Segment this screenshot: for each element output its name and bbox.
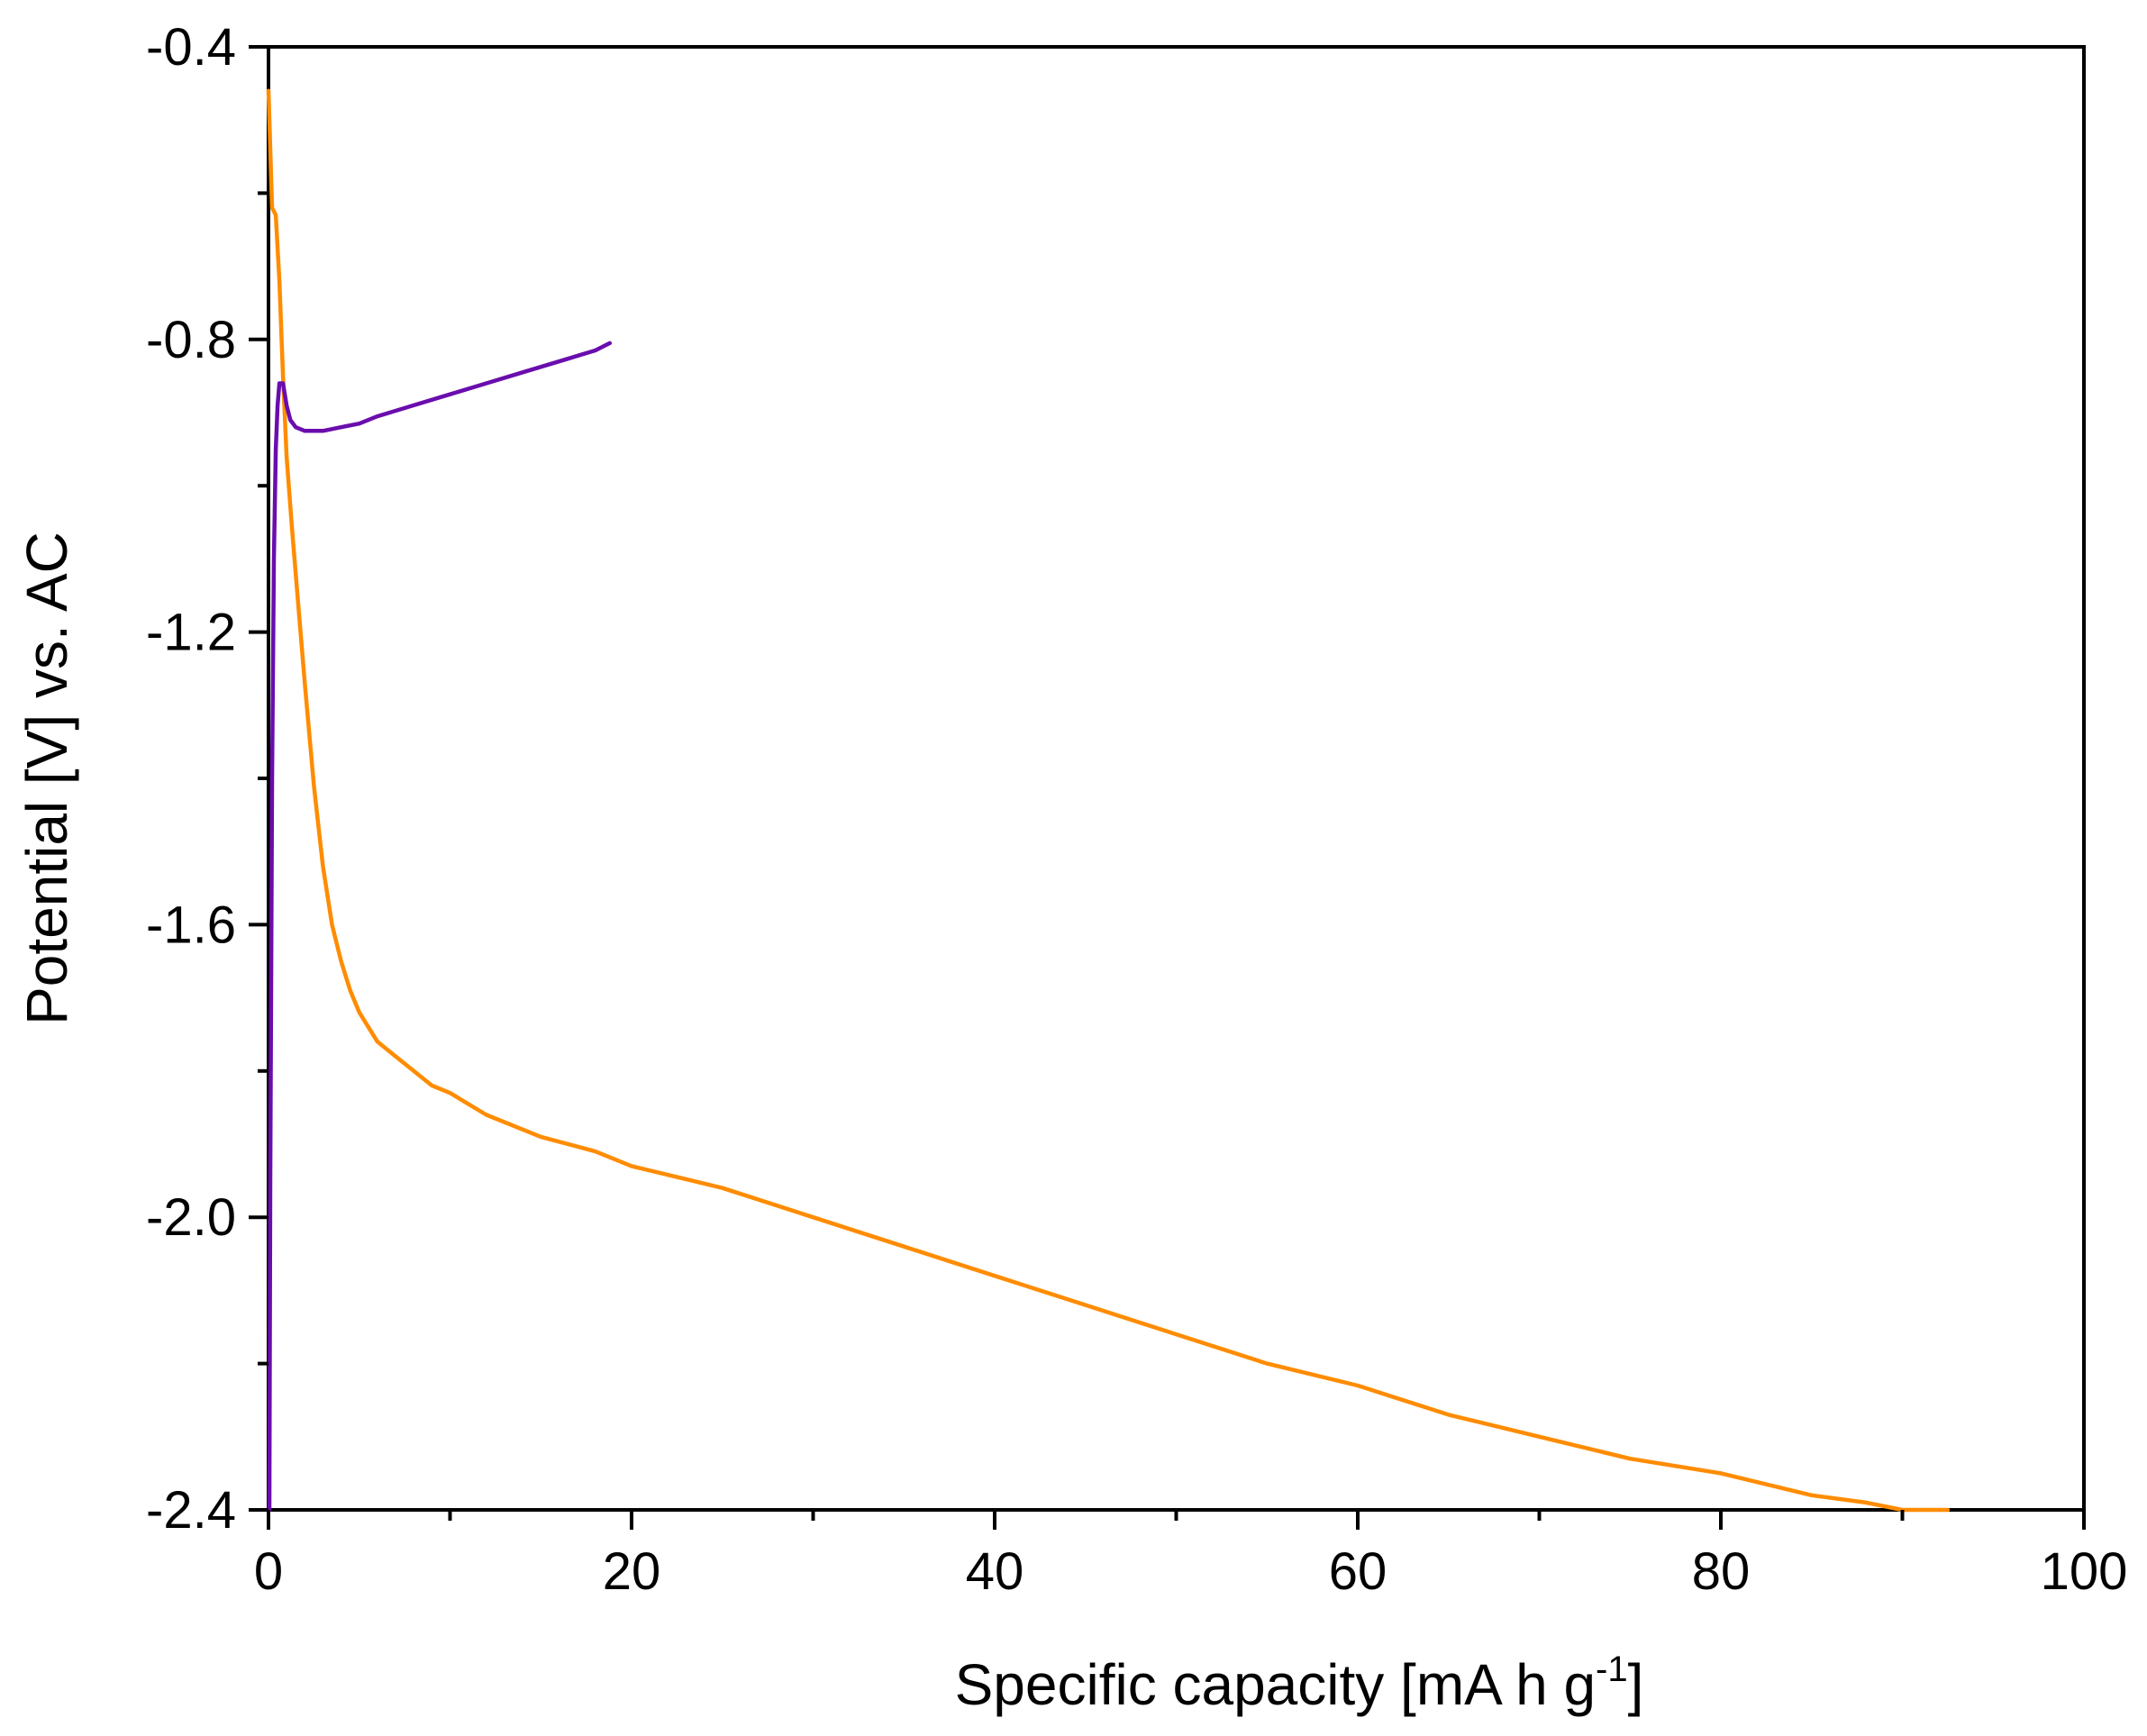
x-tick-label: 40 bbox=[966, 1542, 1024, 1601]
x-tick-label: 100 bbox=[2041, 1542, 2128, 1601]
x-tick-label: 60 bbox=[1329, 1542, 1387, 1601]
x-axis-ticks bbox=[267, 1510, 2086, 1530]
x-tick-label: 20 bbox=[603, 1542, 661, 1601]
y-tick-label: -2.4 bbox=[146, 1481, 236, 1540]
y-tick-label: -0.8 bbox=[146, 311, 236, 369]
y-tick-label: -1.2 bbox=[146, 604, 236, 662]
x-axis-title-superscript: -1 bbox=[1596, 1650, 1628, 1689]
plot-area bbox=[266, 45, 2086, 1513]
y-tick-label: -0.4 bbox=[146, 18, 236, 77]
x-axis-title: Specific capacity [mA h g-1] bbox=[955, 1650, 1644, 1717]
x-axis-title-main: Specific capacity [mA h g bbox=[955, 1652, 1596, 1717]
y-axis-tick-labels: -0.4 -0.8 -1.2 -1.6 -2.0 -2.4 bbox=[146, 18, 236, 1540]
y-tick-label: -1.6 bbox=[146, 895, 236, 954]
plot-frame bbox=[267, 45, 2086, 1512]
x-axis-title-suffix: ] bbox=[1628, 1652, 1644, 1717]
series-line-purple bbox=[267, 341, 613, 1513]
series-line-orange bbox=[266, 88, 1951, 1513]
x-axis-tick-labels: 0 20 40 60 80 100 bbox=[254, 1542, 2128, 1601]
x-tick-label: 0 bbox=[254, 1542, 283, 1601]
x-tick-label: 80 bbox=[1692, 1542, 1751, 1601]
y-axis-ticks bbox=[249, 45, 268, 1512]
y-tick-label: -2.0 bbox=[146, 1188, 236, 1247]
series-layer bbox=[266, 88, 1951, 1513]
y-axis-title: Potential [V] vs. AC bbox=[14, 532, 79, 1025]
